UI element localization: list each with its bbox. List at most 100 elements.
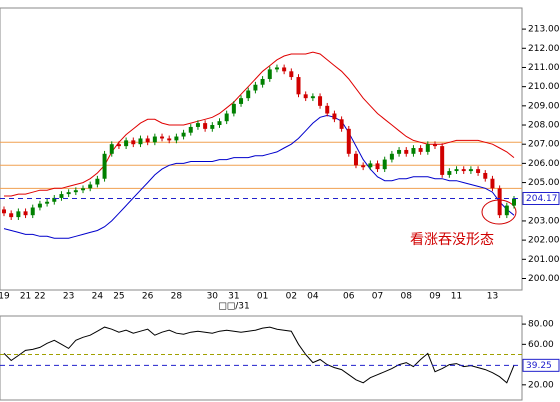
candle-body	[303, 94, 308, 99]
candle-body	[397, 149, 402, 154]
candle-body	[95, 178, 100, 185]
candle-body	[16, 211, 21, 218]
y-tick-label: 211.00	[528, 63, 560, 73]
y-tick-label: 80.00	[528, 320, 554, 330]
y-tick-label: 212.00	[528, 44, 560, 54]
x-tick-label: 22	[34, 292, 45, 302]
x-tick-label: 09	[429, 292, 441, 302]
x-tick-label: 21	[20, 292, 31, 302]
y-tick-label: 206.00	[528, 159, 560, 169]
candle-body	[37, 203, 42, 208]
x-tick-label: 07	[372, 292, 383, 302]
x-tick-label: 24	[92, 292, 104, 302]
last-tag-box	[522, 358, 560, 372]
x-tick-label: 04	[307, 292, 319, 302]
candle-body	[102, 153, 107, 179]
y-tick-label: 201.00	[528, 255, 560, 265]
y-tick-label: 209.00	[528, 101, 560, 111]
candle-body	[404, 149, 409, 154]
band-line	[3, 114, 515, 239]
candle-body	[497, 188, 502, 216]
candle-body	[476, 169, 481, 173]
last-tag: 204.17	[526, 194, 558, 204]
y-tick-label: 20.00	[528, 380, 554, 390]
candle-body	[246, 90, 251, 99]
y-tick-label: 210.00	[528, 82, 560, 92]
candle-body	[188, 126, 193, 133]
candle-body	[23, 211, 28, 216]
candle-body	[318, 96, 323, 106]
candle-body	[73, 190, 78, 193]
candle-body	[418, 148, 423, 152]
candle-body	[332, 113, 337, 120]
candle-body	[375, 163, 380, 170]
y-tick-label: 205.00	[528, 178, 560, 188]
osc-line	[3, 326, 515, 384]
candle-body	[483, 172, 488, 179]
candle-body	[289, 71, 294, 78]
candle-body	[217, 121, 222, 126]
x-tick-label: 31	[228, 292, 239, 302]
candle-body	[468, 169, 473, 172]
candle-body	[210, 125, 215, 129]
last-tag: 39.25	[526, 361, 552, 371]
candle-body	[425, 144, 430, 152]
x-tick-label: 11	[451, 292, 462, 302]
candle-body	[296, 77, 301, 95]
candle-body	[81, 188, 86, 191]
candle-body	[203, 123, 208, 129]
y-tick-label: 202.00	[528, 236, 560, 246]
y-tick-label: 200.00	[528, 274, 560, 284]
candle-body	[310, 96, 315, 99]
candle-body	[282, 67, 287, 72]
x-tick-label: 02	[286, 292, 297, 302]
osc-frame	[0, 315, 523, 401]
candle-body	[131, 140, 136, 145]
candle-body	[490, 178, 495, 189]
candle-body	[447, 171, 452, 175]
candle-body	[504, 205, 509, 216]
candle-body	[353, 153, 358, 166]
candle-body	[267, 69, 272, 79]
candle-body	[52, 197, 57, 202]
candle-body	[181, 132, 186, 137]
candle-body	[512, 198, 516, 206]
band-line	[4, 51, 515, 197]
candle-body	[325, 105, 330, 114]
candle-body	[124, 140, 129, 147]
candle-body	[361, 165, 366, 168]
candle-body	[45, 201, 50, 204]
last-tag-box	[522, 191, 560, 205]
candle-body	[231, 103, 236, 114]
candle-body	[440, 146, 445, 175]
candle-body	[88, 184, 93, 189]
y-tick-label: 60.00	[528, 340, 554, 350]
candle-body	[389, 153, 394, 160]
candle-body	[109, 144, 114, 154]
candle-body	[174, 136, 179, 141]
x-tick-label: 01	[257, 292, 268, 302]
candle-body	[274, 67, 279, 70]
candle-body	[9, 213, 14, 218]
y-tick-label: 203.00	[528, 216, 560, 226]
candle-body	[239, 98, 244, 104]
candle-body	[30, 207, 35, 216]
y-tick-label: 213.00	[528, 25, 560, 35]
candle-body	[66, 192, 71, 195]
candle-body	[339, 119, 344, 129]
y-tick-label: 208.00	[528, 121, 560, 131]
period-label: □□/31	[218, 302, 250, 312]
candle-body	[253, 84, 258, 91]
candle-body	[2, 209, 6, 214]
candle-body	[368, 163, 373, 168]
y-tick-label: 207.00	[528, 140, 560, 150]
candle-body	[116, 144, 121, 147]
x-tick-label: 13	[487, 292, 498, 302]
x-tick-label: 25	[113, 292, 124, 302]
x-tick-label: 28	[171, 292, 183, 302]
candle-body	[59, 194, 64, 198]
x-tick-label: 19	[0, 292, 10, 302]
candle-body	[138, 138, 143, 145]
